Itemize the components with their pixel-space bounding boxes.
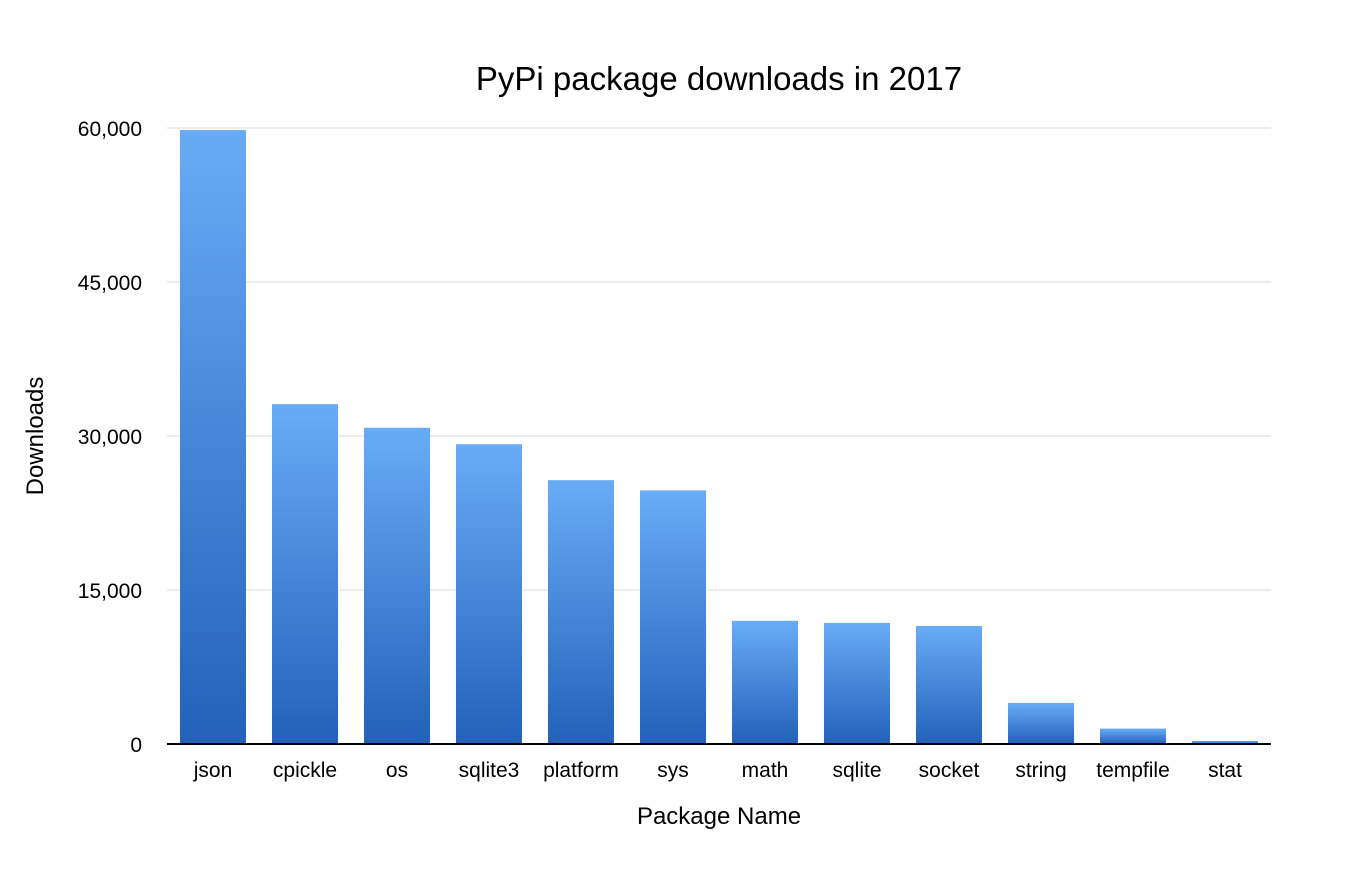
y-axis-label: Downloads xyxy=(22,377,49,496)
x-tick-label: os xyxy=(386,759,408,782)
x-tick-label: stat xyxy=(1208,759,1242,782)
x-tick-label: platform xyxy=(543,759,619,782)
bar-platform xyxy=(548,480,614,744)
bar-os xyxy=(364,427,430,744)
bar-cpickle xyxy=(272,404,338,744)
chart-title: PyPi package downloads in 2017 xyxy=(476,60,962,97)
bar-string xyxy=(1008,702,1074,744)
x-tick-label: sqlite3 xyxy=(459,759,520,782)
y-tick-label: 30,000 xyxy=(78,426,142,449)
bar-stat xyxy=(1192,740,1258,744)
x-tick-label: socket xyxy=(919,759,980,782)
bar-math xyxy=(732,620,798,744)
x-tick-label: string xyxy=(1015,759,1066,782)
y-tick-label: 60,000 xyxy=(78,118,142,141)
bar-socket xyxy=(916,625,982,744)
bar-sys xyxy=(640,490,706,744)
x-tick-label: math xyxy=(742,759,789,782)
bar-sqlite3 xyxy=(456,444,522,744)
bar-sqlite xyxy=(824,622,890,744)
x-tick-label: sqlite xyxy=(832,759,881,782)
x-axis-label: Package Name xyxy=(637,803,801,830)
bar-json xyxy=(180,130,246,744)
y-tick-label: 15,000 xyxy=(78,580,142,603)
y-tick-label: 0 xyxy=(130,734,142,757)
x-tick-label: json xyxy=(193,759,233,782)
x-tick-label: tempfile xyxy=(1096,759,1170,782)
y-tick-label: 45,000 xyxy=(78,272,142,295)
bar-tempfile xyxy=(1100,728,1166,744)
x-tick-label: sys xyxy=(657,759,689,782)
x-tick-label: cpickle xyxy=(273,759,337,782)
